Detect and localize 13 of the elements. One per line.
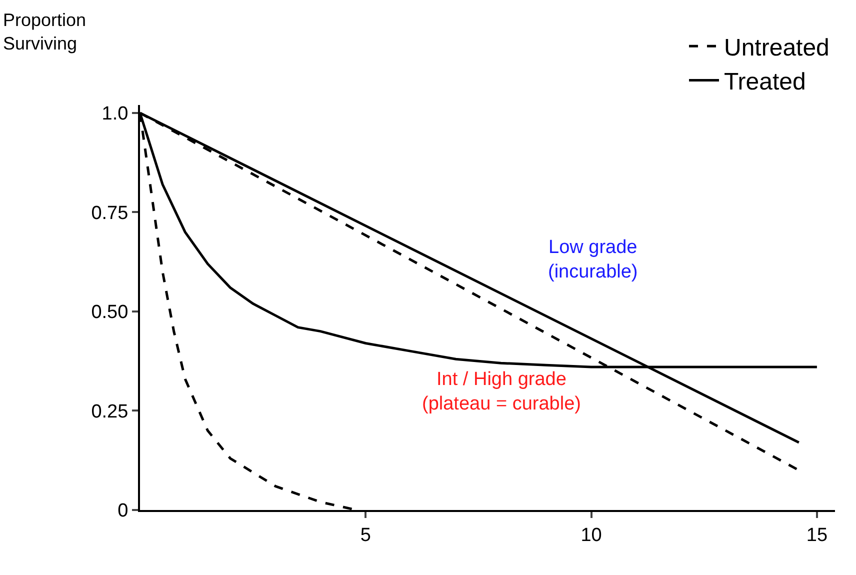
x-tick-label: 15 (806, 524, 828, 546)
y-tick-label: 0 (118, 500, 128, 522)
annotation: Low grade (incurable) (548, 237, 638, 283)
y-axis-title: Proportion Surviving (3, 10, 86, 54)
annotation: Int / High grade (plateau = curable) (422, 369, 581, 415)
legend-label: Untreated (724, 34, 830, 62)
y-tick-label: 0.50 (91, 302, 128, 324)
legend-label: Treated (724, 68, 806, 96)
y-tick-label: 0.25 (91, 401, 128, 422)
y-tick-label: 0.75 (91, 202, 128, 224)
y-tick-label: 1.0 (102, 104, 128, 125)
x-tick-label: 10 (580, 524, 602, 546)
x-tick-label: 5 (360, 524, 371, 546)
